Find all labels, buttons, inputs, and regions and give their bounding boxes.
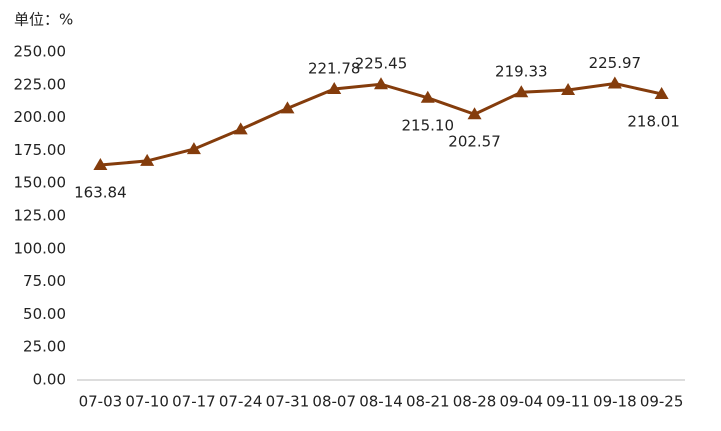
y-tick-label: 125.00 <box>14 207 67 225</box>
y-tick-label: 175.00 <box>14 141 67 159</box>
marker <box>280 101 295 114</box>
x-tick-label: 09-11 <box>546 393 590 411</box>
data-label: 219.33 <box>495 63 548 81</box>
x-tick-label: 07-10 <box>125 393 169 411</box>
marker <box>654 86 669 99</box>
x-tick-label: 07-24 <box>219 393 263 411</box>
x-tick-label: 08-28 <box>453 393 497 411</box>
data-label: 225.97 <box>589 54 642 72</box>
data-label: 225.45 <box>355 55 408 73</box>
x-tick-label: 08-21 <box>406 393 450 411</box>
marker <box>561 83 576 96</box>
x-tick-label: 07-17 <box>172 393 216 411</box>
unit-label: 单位：% <box>14 11 73 29</box>
x-tick-label: 08-07 <box>312 393 356 411</box>
line <box>100 82 662 167</box>
x-tick-label: 09-25 <box>640 393 684 411</box>
y-tick-label: 200.00 <box>14 108 67 126</box>
marker <box>327 82 342 95</box>
marker <box>514 85 529 98</box>
x-tick-label: 09-18 <box>593 393 637 411</box>
marker <box>374 77 388 90</box>
y-tick-label: 150.00 <box>14 174 67 192</box>
marker <box>607 76 622 89</box>
y-tick-label: 225.00 <box>14 75 67 93</box>
marker <box>233 122 248 135</box>
marker <box>420 90 435 103</box>
x-tick-label: 09-04 <box>500 393 544 411</box>
data-label: 221.78 <box>308 60 361 78</box>
y-tick-label: 250.00 <box>14 43 67 61</box>
data-label: 202.57 <box>448 133 501 151</box>
data-label: 215.10 <box>402 116 455 134</box>
x-tick-label: 07-03 <box>79 393 123 411</box>
y-tick-label: 25.00 <box>23 338 66 356</box>
marker <box>186 142 201 155</box>
data-label: 163.84 <box>74 184 127 202</box>
marker <box>93 158 108 171</box>
marker <box>467 107 482 120</box>
y-tick-label: 0.00 <box>33 371 66 389</box>
y-tick-label: 100.00 <box>14 239 67 257</box>
x-tick-label: 08-14 <box>359 393 403 411</box>
x-tick-label: 07-31 <box>266 393 310 411</box>
marker <box>140 153 155 166</box>
y-tick-label: 75.00 <box>23 272 66 290</box>
y-tick-label: 50.00 <box>23 305 66 323</box>
data-label: 218.01 <box>627 112 680 130</box>
